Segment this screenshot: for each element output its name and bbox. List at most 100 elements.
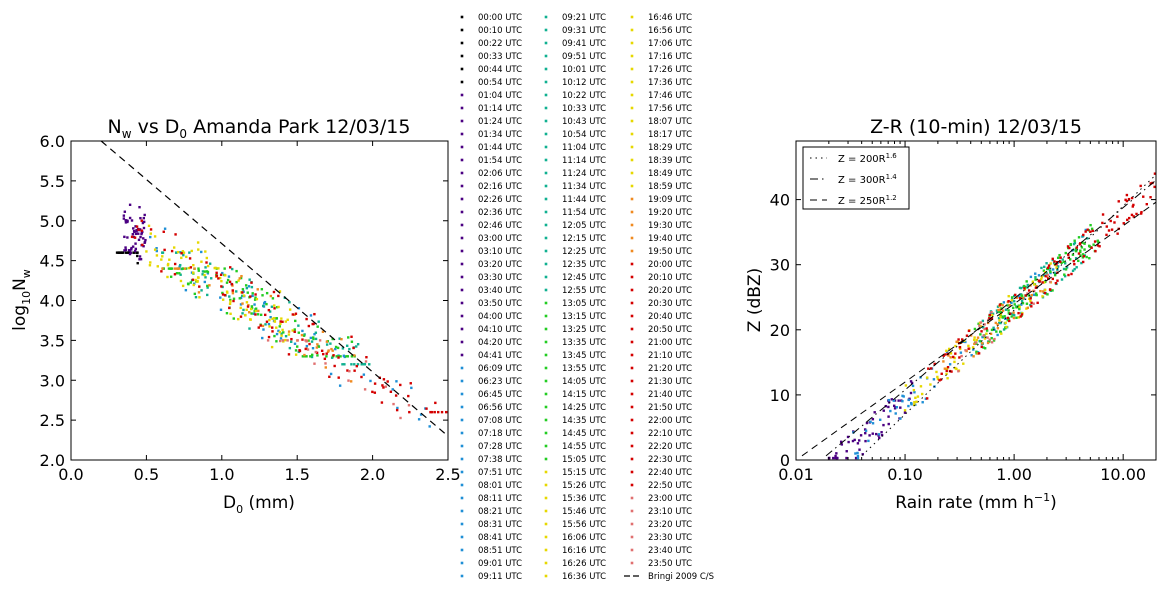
plot1-point xyxy=(249,318,252,321)
plot1-point xyxy=(208,262,212,265)
plot2-y-label: Z (dBZ) xyxy=(745,268,765,332)
legend-entry: 08:31 UTC xyxy=(478,520,522,530)
legend-marker xyxy=(544,522,548,526)
plot2-point xyxy=(854,456,858,460)
plot1-point xyxy=(139,216,142,220)
legend-entry: 13:35 UTC xyxy=(562,338,606,348)
plot2-point xyxy=(1140,210,1143,214)
plot2-point xyxy=(1043,265,1046,269)
plot1-point xyxy=(346,369,349,372)
plot2-point xyxy=(1020,303,1023,306)
plot1-point xyxy=(238,297,242,300)
plot1-point xyxy=(263,300,267,304)
plot2-point xyxy=(1056,268,1059,271)
plot1-point xyxy=(355,345,358,348)
plot1-point xyxy=(175,272,179,275)
plot2-point xyxy=(945,369,948,373)
plot1-point xyxy=(254,296,257,299)
plot1-point xyxy=(184,288,188,292)
time-legend: 00:00 UTC 00:10 UTC 00:22 UTC 00:33 UTC 00:4… xyxy=(460,13,714,582)
plot2-point xyxy=(993,337,996,341)
plot1-point xyxy=(182,251,186,254)
plot2-point xyxy=(867,439,870,443)
plot1-point xyxy=(140,229,143,232)
plot2-point xyxy=(1007,294,1010,298)
plot2-point xyxy=(1010,315,1013,318)
plot1-point xyxy=(241,302,244,305)
plot2-point xyxy=(1031,280,1035,283)
legend-marker xyxy=(630,301,634,305)
plot1-point xyxy=(229,312,232,315)
legend-marker xyxy=(460,548,464,552)
legend-entry: 00:33 UTC xyxy=(478,52,522,62)
plot1-point xyxy=(132,251,136,254)
legend-marker xyxy=(630,327,634,331)
plot1-point xyxy=(275,317,278,320)
plot2-point xyxy=(975,350,978,353)
plot2-point xyxy=(1086,237,1089,240)
plot1-point xyxy=(417,418,421,421)
plot2-point xyxy=(1018,306,1021,310)
plot2-point xyxy=(965,334,969,337)
plot1-point xyxy=(242,308,245,312)
plot2-point xyxy=(942,354,945,357)
legend-entry: 21:00 UTC xyxy=(648,338,692,348)
plot1-point xyxy=(353,354,356,357)
plot1-point xyxy=(304,347,307,351)
plot1-point xyxy=(223,267,226,270)
plot2-point xyxy=(999,314,1002,317)
legend-entry: 21:50 UTC xyxy=(648,403,692,413)
legend-entry: 06:45 UTC xyxy=(478,390,522,400)
plot1-point xyxy=(282,331,285,334)
plot2-point xyxy=(1117,200,1120,203)
plot1-point xyxy=(140,232,143,236)
legend-entry: 12:05 UTC xyxy=(562,221,606,231)
plot1-point xyxy=(139,257,143,261)
plot2-point xyxy=(1046,273,1049,277)
plot1-point xyxy=(131,232,135,236)
plot1-point xyxy=(302,334,306,337)
plot1-point xyxy=(286,318,289,321)
legend-marker xyxy=(460,93,464,97)
legend-entry: 12:25 UTC xyxy=(562,247,606,257)
plot2-point xyxy=(940,372,943,375)
plot2-point xyxy=(899,417,902,420)
plot2-point xyxy=(975,338,978,342)
plot2-point xyxy=(1000,311,1003,314)
plot2-point xyxy=(992,339,996,342)
plot1-point xyxy=(251,292,254,295)
plot2-point xyxy=(967,329,971,333)
plot2-point xyxy=(913,403,916,406)
legend-marker xyxy=(544,496,548,500)
plot1-point xyxy=(248,327,251,330)
plot2-point xyxy=(945,349,948,353)
plot2-point xyxy=(901,400,904,403)
plot1-point xyxy=(373,382,377,385)
plot2-point xyxy=(967,347,970,350)
plot2-point xyxy=(1032,289,1036,293)
legend-marker xyxy=(460,405,464,409)
plot1-point xyxy=(174,233,177,236)
plot-nw-d0: Nw vs D0 Amanda Park 12/03/15 0.0 0.5 1.0 1… xyxy=(10,116,461,516)
plot2-point xyxy=(1008,304,1012,307)
plot1-point xyxy=(335,355,338,358)
plot1-point xyxy=(249,295,252,298)
plot1-point xyxy=(288,301,291,304)
legend-marker xyxy=(544,418,548,422)
plot2-point xyxy=(1135,212,1138,216)
plot2-point xyxy=(1101,221,1104,225)
plot1-point xyxy=(334,345,338,349)
plot1-point xyxy=(410,386,413,390)
legend-entry: 01:54 UTC xyxy=(478,156,522,166)
legend-entry: 17:56 UTC xyxy=(648,104,692,114)
legend-marker xyxy=(460,106,464,110)
plot2-point xyxy=(980,345,983,349)
plot2-point xyxy=(979,340,982,343)
plot2-point xyxy=(1071,269,1075,272)
legend-entry: 10:01 UTC xyxy=(562,65,606,75)
plot2-point xyxy=(1038,280,1041,283)
plot2-point xyxy=(1088,257,1091,260)
plot1-point xyxy=(280,334,283,337)
plot2-point xyxy=(1096,244,1100,247)
plot2-point xyxy=(1004,321,1007,325)
